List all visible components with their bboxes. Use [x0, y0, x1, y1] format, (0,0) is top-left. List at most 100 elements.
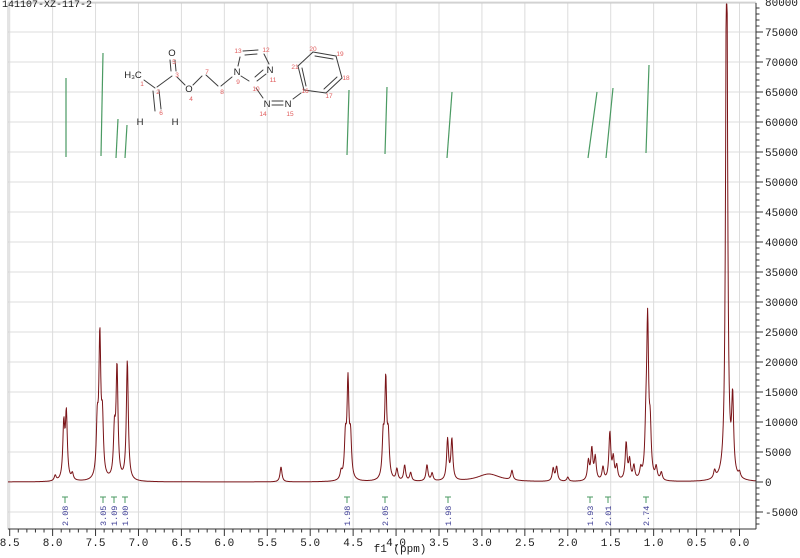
integral-value-label: 3.05	[99, 506, 109, 526]
y-tick-label: 65000	[765, 88, 798, 100]
molecule-bond	[323, 76, 338, 90]
y-tick-label: 80000	[765, 0, 798, 10]
integral-value-label: 2.08	[61, 506, 71, 526]
y-tick-label: 50000	[765, 178, 798, 190]
x-tick-label: 3.0	[472, 538, 492, 550]
atom-label: O	[185, 84, 192, 95]
y-tick-label: 60000	[765, 118, 798, 130]
y-tick-label: 45000	[765, 208, 798, 220]
integral-curve	[346, 89, 350, 156]
x-tick-label: 0.5	[687, 538, 707, 550]
atom-label: N	[264, 99, 271, 110]
molecule-bond	[143, 79, 156, 89]
atom-number: 5	[172, 59, 176, 66]
x-tick-label: 4.5	[343, 538, 363, 550]
molecule-bond	[254, 69, 264, 78]
atom-number: 12	[262, 47, 270, 54]
atom-label: H₃C	[124, 70, 142, 81]
molecule-bond	[255, 87, 264, 99]
y-tick-label: -5000	[765, 508, 798, 520]
molecule-bond	[303, 89, 327, 94]
atom-number: 10	[252, 86, 260, 93]
atom-number: 4	[189, 96, 193, 103]
y-tick-label: 70000	[765, 58, 798, 70]
x-tick-label: 8.5	[0, 538, 20, 550]
spectrum-curve	[7, 3, 757, 483]
y-tick-label: 15000	[765, 388, 798, 400]
integral-curve	[446, 91, 453, 159]
molecule-bond	[174, 59, 177, 72]
y-tick-label: 0	[765, 478, 772, 490]
atom-number: 9	[236, 79, 240, 86]
integral-value-label: 1.98	[343, 506, 353, 526]
molecule-bond	[220, 76, 233, 87]
x-tick-label: 1.5	[601, 538, 621, 550]
integral-value-label: 2.05	[381, 506, 391, 526]
molecule-bond	[242, 49, 259, 52]
x-tick-label: 8.0	[43, 538, 63, 550]
molecule-bond	[152, 90, 156, 112]
atom-number: 6	[159, 110, 163, 117]
x-tick-label: 7.0	[129, 538, 149, 550]
integral-curve	[100, 52, 104, 157]
x-tick-label: 2.5	[515, 538, 535, 550]
integral-curve	[384, 86, 388, 155]
molecule-bond	[312, 51, 337, 57]
atom-number: 7	[205, 69, 209, 76]
atom-label: N	[285, 99, 292, 110]
integral-value-label: 1.09	[110, 506, 120, 526]
x-tick-label: 1.0	[644, 538, 664, 550]
molecule-bond	[263, 53, 270, 65]
atom-label: H	[172, 117, 179, 128]
atom-number: 1	[140, 81, 144, 88]
x-tick-label: 6.0	[214, 538, 234, 550]
atom-number: 20	[309, 46, 317, 53]
y-tick-label: 10000	[765, 418, 798, 430]
molecule-bond	[244, 53, 258, 56]
molecule-bond	[158, 89, 162, 110]
molecule-bond	[192, 75, 203, 86]
atom-number: 16	[301, 88, 309, 95]
molecule-bond	[169, 59, 172, 72]
molecule-bond	[205, 74, 219, 87]
y-tick-label: 25000	[765, 328, 798, 340]
molecule-bond	[237, 56, 241, 67]
atom-number: 18	[342, 75, 350, 82]
x-tick-label: 2.0	[558, 538, 578, 550]
integral-curve	[645, 64, 650, 154]
x-tick-label: 4.0	[386, 538, 406, 550]
integral-curve	[115, 118, 119, 159]
atom-number: 13	[234, 48, 242, 55]
molecule-bond	[301, 67, 307, 87]
y-tick-label: 35000	[765, 268, 798, 280]
atom-number: 17	[325, 93, 333, 100]
atom-number: 3	[175, 72, 179, 79]
atom-label: N	[267, 65, 274, 76]
atom-label: O	[168, 48, 175, 59]
atom-number: 2	[156, 89, 160, 96]
x-tick-label: 7.5	[86, 538, 106, 550]
x-tick-label: 6.5	[172, 538, 192, 550]
atom-number: 11	[270, 77, 277, 84]
x-tick-label: 0.0	[730, 538, 750, 550]
integral-value-label: 1.00	[121, 506, 131, 526]
molecule-bond	[240, 75, 250, 82]
integral-curve	[124, 124, 128, 159]
integral-curve	[605, 87, 614, 159]
y-tick-label: 75000	[765, 28, 798, 40]
integral-value-label: 2.01	[604, 506, 614, 526]
atom-number: 8	[220, 89, 224, 96]
atom-number: 15	[286, 111, 294, 118]
y-tick-label: 20000	[765, 358, 798, 370]
y-tick-label: 40000	[765, 238, 798, 250]
atom-number: 21	[291, 64, 299, 71]
atom-label: H	[137, 117, 144, 128]
molecule-bond	[176, 76, 186, 86]
integral-curve	[587, 91, 598, 159]
molecule-bond	[256, 73, 267, 82]
atom-number: 14	[259, 111, 267, 118]
molecule-bond	[314, 55, 334, 60]
integral-value-label: 1.98	[444, 506, 454, 526]
molecule-bond	[297, 65, 305, 91]
y-tick-label: 55000	[765, 148, 798, 160]
